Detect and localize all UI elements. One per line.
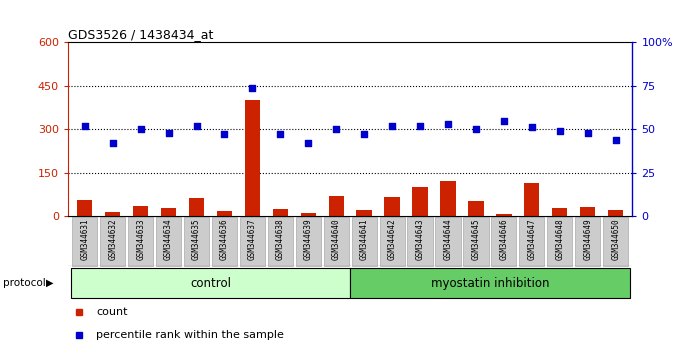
Point <box>163 130 174 136</box>
FancyBboxPatch shape <box>435 217 460 266</box>
Text: protocol: protocol <box>3 278 46 288</box>
Bar <box>105 212 120 216</box>
Point <box>107 140 118 146</box>
Point <box>303 140 313 146</box>
Point <box>443 121 454 127</box>
FancyBboxPatch shape <box>72 217 97 266</box>
Bar <box>608 210 624 216</box>
Bar <box>496 213 511 216</box>
Text: GSM344632: GSM344632 <box>108 218 117 260</box>
FancyBboxPatch shape <box>575 217 600 266</box>
Bar <box>469 201 483 216</box>
Text: GSM344639: GSM344639 <box>304 218 313 260</box>
Point <box>582 130 593 136</box>
Bar <box>301 213 316 216</box>
Text: GSM344638: GSM344638 <box>276 218 285 260</box>
Bar <box>217 211 232 216</box>
Text: control: control <box>190 277 231 290</box>
Text: GSM344643: GSM344643 <box>415 218 424 260</box>
Text: GSM344637: GSM344637 <box>248 218 257 260</box>
Point <box>330 126 341 132</box>
FancyBboxPatch shape <box>520 217 545 266</box>
Text: ▶: ▶ <box>46 278 54 288</box>
Text: GSM344647: GSM344647 <box>527 218 537 260</box>
Text: GSM344649: GSM344649 <box>583 218 592 260</box>
Point <box>471 126 481 132</box>
Text: GSM344642: GSM344642 <box>388 218 396 260</box>
Point <box>191 123 202 129</box>
Text: GSM344650: GSM344650 <box>611 218 620 260</box>
Text: count: count <box>97 307 128 318</box>
Point <box>275 132 286 137</box>
Text: GSM344634: GSM344634 <box>164 218 173 260</box>
Text: percentile rank within the sample: percentile rank within the sample <box>97 330 284 341</box>
FancyBboxPatch shape <box>156 217 181 266</box>
FancyBboxPatch shape <box>71 268 350 298</box>
Bar <box>245 100 260 216</box>
FancyBboxPatch shape <box>491 217 516 266</box>
Text: GSM344631: GSM344631 <box>80 218 89 260</box>
Text: GSM344645: GSM344645 <box>471 218 481 260</box>
Point <box>359 132 370 137</box>
Text: GSM344633: GSM344633 <box>136 218 145 260</box>
FancyBboxPatch shape <box>379 217 405 266</box>
FancyBboxPatch shape <box>407 217 432 266</box>
FancyBboxPatch shape <box>352 217 377 266</box>
FancyBboxPatch shape <box>184 217 209 266</box>
Text: GDS3526 / 1438434_at: GDS3526 / 1438434_at <box>68 28 214 41</box>
Bar <box>273 209 288 216</box>
FancyBboxPatch shape <box>324 217 349 266</box>
Point <box>554 128 565 134</box>
Bar <box>161 208 176 216</box>
FancyBboxPatch shape <box>296 217 321 266</box>
Text: GSM344644: GSM344644 <box>443 218 452 260</box>
FancyBboxPatch shape <box>463 217 488 266</box>
Bar <box>384 197 400 216</box>
Point <box>387 123 398 129</box>
FancyBboxPatch shape <box>212 217 237 266</box>
FancyBboxPatch shape <box>547 217 573 266</box>
Bar <box>356 210 372 216</box>
FancyBboxPatch shape <box>603 217 628 266</box>
FancyBboxPatch shape <box>100 217 125 266</box>
Point <box>135 126 146 132</box>
FancyBboxPatch shape <box>268 217 293 266</box>
Point <box>219 132 230 137</box>
Point <box>415 123 426 129</box>
Point <box>80 123 90 129</box>
Point <box>526 125 537 130</box>
FancyBboxPatch shape <box>240 217 265 266</box>
Bar <box>552 208 567 216</box>
Bar <box>580 207 596 216</box>
Text: GSM344636: GSM344636 <box>220 218 229 260</box>
Text: GSM344648: GSM344648 <box>556 218 564 260</box>
Point <box>610 137 621 142</box>
Text: myostatin inhibition: myostatin inhibition <box>430 277 549 290</box>
Bar <box>441 181 456 216</box>
Bar <box>412 187 428 216</box>
Bar <box>189 198 204 216</box>
Text: GSM344641: GSM344641 <box>360 218 369 260</box>
Text: GSM344646: GSM344646 <box>499 218 509 260</box>
Point <box>498 118 509 124</box>
Point <box>247 85 258 90</box>
Bar <box>77 200 92 216</box>
Bar <box>524 183 539 216</box>
Text: GSM344640: GSM344640 <box>332 218 341 260</box>
FancyBboxPatch shape <box>128 217 153 266</box>
Bar <box>328 196 344 216</box>
Bar <box>133 206 148 216</box>
Text: GSM344635: GSM344635 <box>192 218 201 260</box>
FancyBboxPatch shape <box>350 268 630 298</box>
